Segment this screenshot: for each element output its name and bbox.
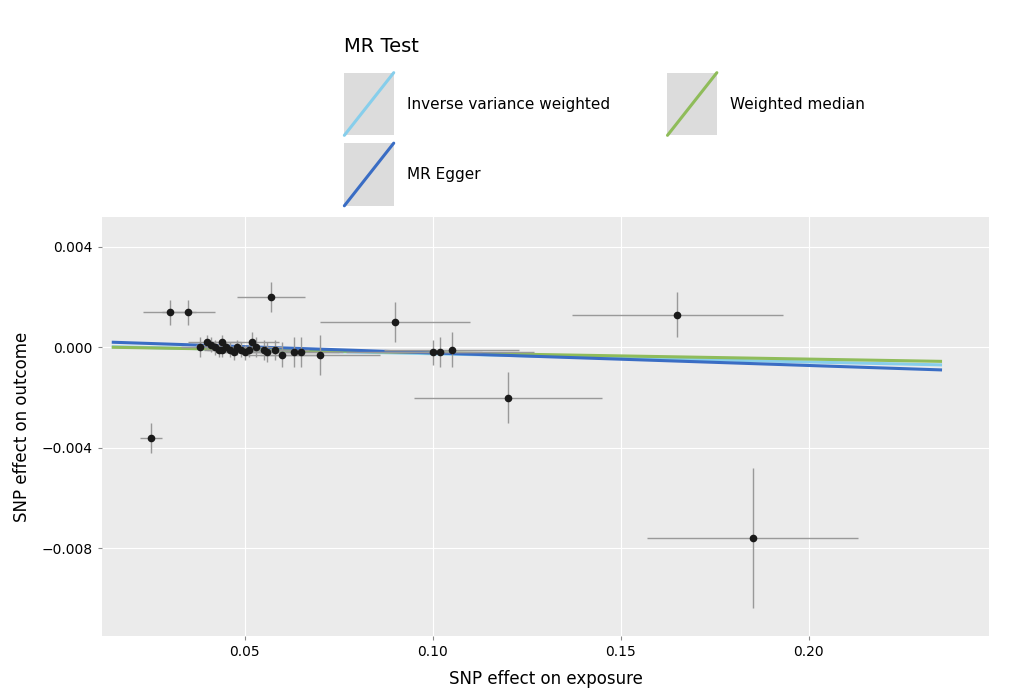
Text: MR Test: MR Test bbox=[344, 38, 419, 57]
FancyBboxPatch shape bbox=[344, 143, 393, 206]
Text: MR Egger: MR Egger bbox=[407, 167, 480, 182]
Y-axis label: SNP effect on outcome: SNP effect on outcome bbox=[12, 331, 31, 521]
Text: Inverse variance weighted: Inverse variance weighted bbox=[407, 96, 609, 112]
Text: Weighted median: Weighted median bbox=[730, 96, 864, 112]
X-axis label: SNP effect on exposure: SNP effect on exposure bbox=[448, 670, 642, 689]
FancyBboxPatch shape bbox=[344, 73, 393, 136]
FancyBboxPatch shape bbox=[666, 73, 716, 136]
